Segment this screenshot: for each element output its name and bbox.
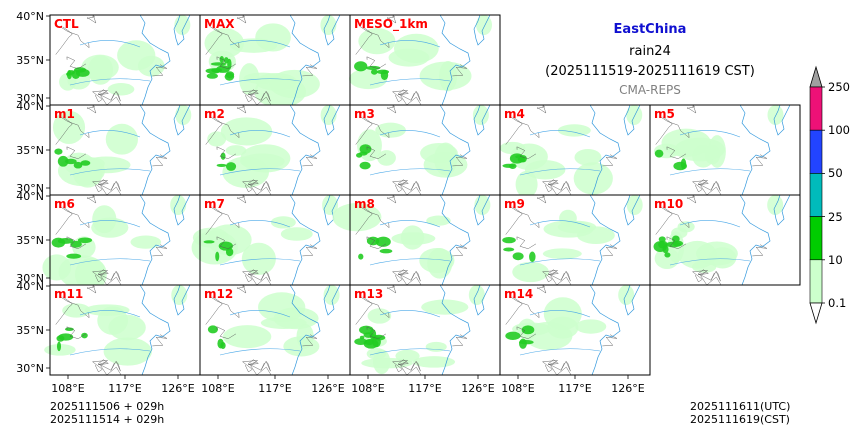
region-title: EastChina <box>613 22 687 37</box>
y-tick-label: 35°N <box>16 54 44 67</box>
panel-label: m1 <box>54 107 75 121</box>
x-tick-label: 108°E <box>501 382 534 395</box>
colorbar-segment <box>809 86 823 131</box>
y-tick-label: 35°N <box>16 234 44 247</box>
panel-label: m11 <box>54 287 83 301</box>
panel-label: m5 <box>654 107 675 121</box>
map-panel-m11: m11 <box>44 284 201 376</box>
x-tick-label: 108°E <box>351 382 384 395</box>
map-panel-m4: m4 <box>499 104 651 199</box>
map-panel-CTL: CTL <box>49 14 201 106</box>
panel-label: m13 <box>354 287 383 301</box>
x-tick-label: 117°E <box>558 382 591 395</box>
x-tick-label: 126°E <box>311 382 344 395</box>
colorbar-segment <box>809 216 823 261</box>
y-tick-label: 40°N <box>16 190 44 203</box>
x-tick-label: 117°E <box>408 382 441 395</box>
map-panel-m14: m14 <box>499 284 651 376</box>
y-tick-label: 30°N <box>16 182 44 195</box>
map-panel-m7: m7 <box>191 194 351 286</box>
y-tick-label: 30°N <box>16 92 44 105</box>
panel-label: m12 <box>204 287 233 301</box>
y-tick-label: 30°N <box>16 272 44 285</box>
x-tick-label: 126°E <box>161 382 194 395</box>
colorbar-level-label: 10 <box>828 252 843 267</box>
y-tick-label: 40°N <box>16 10 44 23</box>
colorbar-extend-min <box>809 302 823 325</box>
colorbar-segment <box>809 129 823 174</box>
valid-time-utc: 2025111611(UTC) <box>690 400 791 413</box>
map-panel-m1: m1 <box>49 104 201 196</box>
panel-label: m10 <box>654 197 683 211</box>
map-panel-m12: m12 <box>199 284 351 376</box>
map-panel-m8: m8 <box>332 194 501 286</box>
x-tick-label: 126°E <box>611 382 644 395</box>
map-panel-m13: m13 <box>349 284 501 376</box>
colorbar-level-label: 0.1 <box>828 296 847 310</box>
y-tick-label: 40°N <box>16 100 44 113</box>
panel-label: CTL <box>54 17 79 31</box>
panel-label: m14 <box>504 287 533 301</box>
init-time-utc: 2025111506 + 029h <box>50 400 165 413</box>
map-panel-MAX: MAX <box>199 14 351 108</box>
y-tick-label: 35°N <box>16 324 44 337</box>
map-panel-m2: m2 <box>199 104 351 196</box>
panel-label: MAX <box>204 17 235 31</box>
y-tick-label: 35°N <box>16 144 44 157</box>
init-time: 2025111506 + 029h 2025111514 + 029h <box>50 400 164 426</box>
valid-time: 2025111611(UTC) 2025111619(CST) <box>690 400 790 426</box>
panel-label: m9 <box>504 197 525 211</box>
variable-title: rain24 <box>629 44 671 59</box>
map-panel-m10: m10 <box>649 194 801 286</box>
valid-time-cst: 2025111619(CST) <box>690 413 790 426</box>
panel-label: m4 <box>504 107 525 121</box>
x-tick-label: 117°E <box>108 382 141 395</box>
panel-label: m6 <box>54 197 75 211</box>
map-panel-m9: m9 <box>499 194 651 286</box>
x-tick-label: 117°E <box>258 382 291 395</box>
x-tick-label: 126°E <box>461 382 494 395</box>
colorbar-extend-max <box>809 65 823 88</box>
colorbar-level-label: 25 <box>828 209 843 224</box>
map-panel-m3: m3 <box>349 104 501 196</box>
period-title: (2025111519-2025111619 CST) <box>545 64 755 79</box>
map-panel-m5: m5 <box>649 104 801 196</box>
y-tick-label: 30°N <box>16 362 44 375</box>
colorbar-segment <box>809 259 823 304</box>
source-title: CMA-REPS <box>619 83 681 97</box>
colorbar-level-label: 50 <box>828 166 843 181</box>
y-tick-label: 40°N <box>16 280 44 293</box>
panel-label: MESO_1km <box>354 17 428 32</box>
colorbar-level-label: 250 <box>828 80 850 94</box>
colorbar-level-label: 100 <box>828 123 850 138</box>
map-panel-m6: m6 <box>42 194 201 292</box>
colorbar-segment <box>809 173 823 217</box>
init-time-cst: 2025111514 + 029h <box>50 413 165 426</box>
x-tick-label: 108°E <box>51 382 84 395</box>
panel-label: m3 <box>354 107 375 121</box>
panel-label: m8 <box>354 197 375 211</box>
panel-label: m7 <box>204 197 225 211</box>
map-panel-MESO_1km: MESO_1km <box>349 14 501 106</box>
x-tick-label: 108°E <box>201 382 234 395</box>
panel-label: m2 <box>204 107 225 121</box>
